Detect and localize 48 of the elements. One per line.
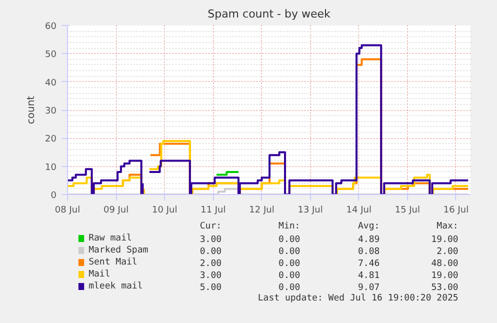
- x-tick-label: 14 Jul: [346, 206, 372, 216]
- legend-label: Sent Mail: [88, 258, 138, 268]
- y-axis-title: count: [26, 96, 38, 124]
- text: 3.00: [200, 235, 222, 245]
- x-tick-label: 13 Jul: [298, 206, 323, 216]
- text: 19.00: [431, 235, 458, 245]
- x-tick-label: 12 Jul: [249, 206, 274, 216]
- text: Last update: Wed Jul 16 19:00:20 2025: [258, 294, 458, 304]
- text: 3.00: [200, 271, 222, 281]
- text: Max:: [436, 222, 458, 232]
- x-tick-label: 10 Jul: [152, 206, 178, 216]
- text: 2.00: [436, 247, 458, 257]
- legend-label: Marked Spam: [88, 246, 148, 256]
- text: 0.00: [278, 271, 300, 281]
- text: 0.00: [278, 283, 300, 293]
- text: 48.00: [431, 259, 458, 269]
- x-tick-label: 11 Jul: [200, 206, 226, 216]
- text: 0.00: [278, 259, 300, 269]
- legend-label: Raw mail: [88, 234, 132, 244]
- text: Cur:: [200, 222, 222, 232]
- x-tick-label: 09 Jul: [103, 206, 129, 216]
- text: 0.00: [278, 247, 300, 257]
- y-tick-label: 30: [45, 106, 57, 116]
- text: Avg:: [358, 222, 380, 232]
- y-tick-label: 50: [45, 50, 57, 60]
- text: 4.89: [358, 235, 380, 245]
- text: 9.07: [358, 283, 380, 293]
- text: 53.00: [431, 283, 458, 293]
- chart-title: Spam count - by week: [208, 8, 332, 20]
- y-tick-label: 0: [50, 191, 57, 201]
- text: 2.00: [200, 259, 222, 269]
- y-tick-label: 10: [45, 162, 57, 173]
- y-tick-label: 40: [45, 78, 57, 88]
- text: 7.46: [358, 259, 380, 269]
- text: Min:: [278, 222, 300, 232]
- legend-label: Mail: [88, 270, 110, 280]
- text: 4.81: [358, 271, 380, 281]
- legend-label: mleek mail: [88, 282, 143, 292]
- text: 19.00: [431, 271, 458, 281]
- text: 0.08: [358, 247, 380, 257]
- text: 0.00: [278, 235, 300, 245]
- x-tick-label: 15 Jul: [394, 206, 420, 216]
- x-tick-label: 16 Jul: [443, 206, 469, 216]
- y-tick-label: 20: [45, 134, 57, 145]
- y-tick-label: 60: [45, 22, 57, 32]
- text: 0.00: [200, 247, 222, 257]
- text: 5.00: [200, 283, 222, 293]
- x-tick-label: 08 Jul: [54, 206, 80, 216]
